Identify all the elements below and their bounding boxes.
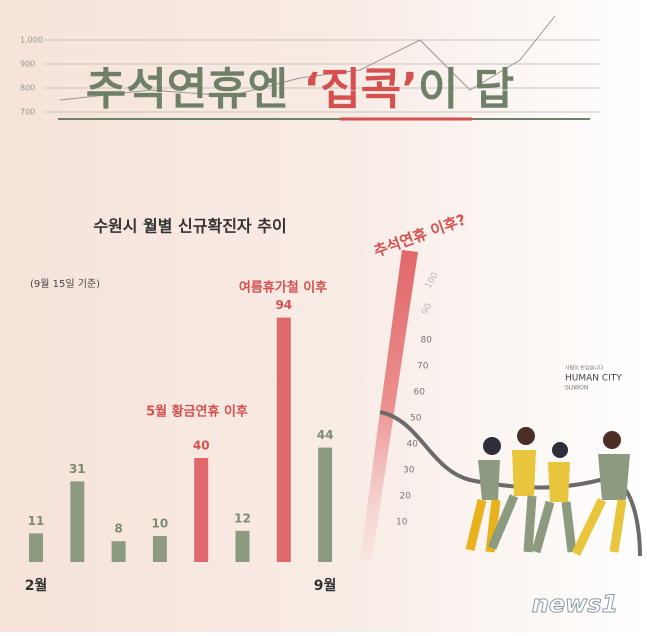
background-tick-label: 800	[20, 84, 35, 93]
value-label: 11	[28, 514, 45, 528]
annotation: 5월 황금연휴 이후	[146, 404, 248, 420]
x-tick-label: 2월	[25, 577, 48, 594]
note: (9월 15일 기준)	[30, 278, 100, 290]
bar	[70, 481, 85, 562]
forecast-bar	[360, 250, 418, 560]
value-label: 10	[152, 517, 169, 531]
value-label: 40	[193, 439, 210, 453]
value-label: 44	[317, 428, 334, 442]
gauge-tick-label: 70	[417, 362, 429, 372]
value-label: 31	[69, 462, 86, 476]
annotation: 여름휴가철 이후	[239, 280, 327, 296]
background-tick-label: 700	[20, 108, 35, 117]
bar	[235, 530, 250, 562]
gauge-tick-label: 60	[414, 388, 426, 398]
background-tick-label: 900	[20, 60, 35, 69]
gauge-tick-label: 50	[410, 414, 422, 424]
bar	[276, 317, 291, 562]
value-label: 12	[234, 511, 251, 525]
bar	[194, 458, 209, 562]
title: 추석연휴엔 ‘집콕’이 답	[86, 64, 514, 115]
subtitle: 수원시 월별 신규확진자 추이	[93, 217, 286, 236]
watermark: news1	[532, 590, 619, 618]
logo-name: HUMAN CITY	[565, 374, 622, 384]
bar	[111, 541, 126, 562]
value-label: 8	[114, 522, 122, 536]
bar	[152, 536, 167, 562]
gauge-tick-label: 20	[400, 492, 412, 502]
gauge-tick-label: 80	[421, 336, 433, 346]
illustration	[379, 410, 642, 557]
bar	[318, 447, 333, 562]
background-lines	[44, 15, 600, 113]
logo-slogan: 사람이 반갑습니다	[565, 365, 604, 372]
gauge-tick-label: 10	[396, 518, 408, 528]
gauge-tick-label: 30	[403, 466, 415, 476]
bar	[29, 533, 43, 562]
gauge-tick-label: 40	[407, 440, 419, 450]
value-label: 94	[275, 298, 292, 312]
background-tick-label: 1,000	[20, 36, 43, 45]
x-tick-label: 9월	[314, 577, 337, 594]
logo-city: SUWON	[565, 385, 588, 392]
